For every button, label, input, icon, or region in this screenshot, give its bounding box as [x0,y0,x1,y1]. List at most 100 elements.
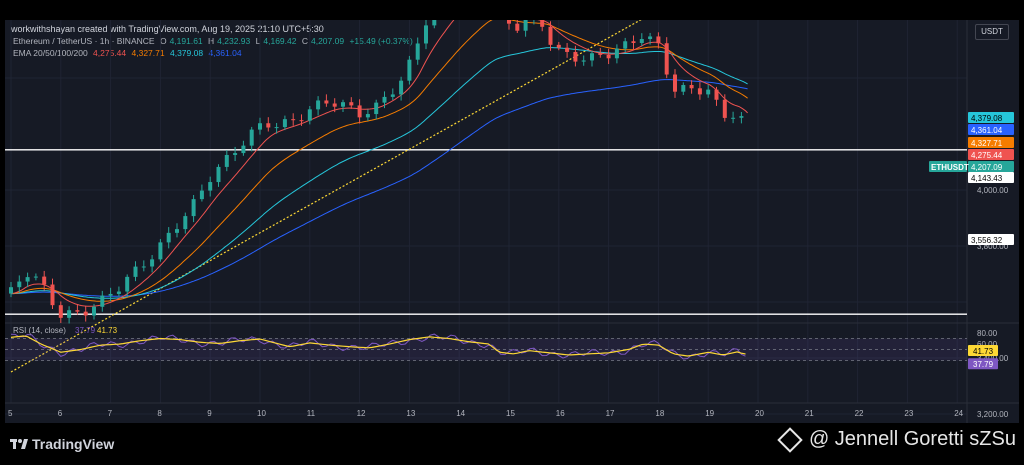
symbol-tag-bg [929,161,967,172]
candle-body [507,20,511,24]
watermark-text: @ Jennell Goretti sZSu [808,428,1016,450]
price-label: 4,275.44 [971,151,1003,160]
ema50-value: 4,327.71 [131,48,165,58]
price-label-bg [968,124,1014,135]
ema20-line [10,20,748,307]
candle-body [175,229,179,233]
close-value: 4,207.09 [310,36,345,46]
rsi-label-bg [968,358,998,370]
rsi-value-label: 41.73 [973,347,994,356]
ema50-line [10,20,748,302]
candle-body [9,287,13,294]
candle-body [656,36,661,44]
time-tick-label: 21 [805,409,814,418]
time-tick-label: 5 [8,409,13,418]
candle-body [241,145,246,154]
candle-body [307,109,312,121]
rsi-legend-label: RSI (14, close) [13,326,66,335]
candle-body [365,114,370,118]
open-value: 4,191.61 [169,36,203,46]
candle-body [432,20,437,26]
candle-body [556,44,561,48]
created-by-text: workwithshayan created with TradingView.… [11,24,324,34]
time-tick-label: 15 [506,409,515,418]
candle-body [374,102,379,115]
candle-body [108,293,113,296]
low-value: 4,169.42 [263,36,297,46]
chart-frame: workwithshayan created with TradingView.… [5,20,1019,423]
rsi-label-bg [968,345,998,357]
time-tick-label: 19 [705,409,714,418]
currency-button[interactable]: USDT [975,24,1009,40]
candle-body [581,60,586,62]
candle-body [706,89,711,95]
candle-body [158,242,163,260]
candle-body [390,94,395,97]
candle-body [116,291,121,294]
candle-body [25,277,30,282]
ema200-line [11,78,748,297]
high-label: H [208,36,215,46]
candle-body [150,259,155,267]
time-tick-label: 6 [58,409,63,418]
candle-body [614,48,619,59]
price-label: 3,556.32 [971,236,1003,245]
open-label: O [159,36,167,46]
time-tick-label: 10 [257,409,266,418]
candle-body [623,41,628,49]
candle-body [282,119,287,128]
tradingview-logo[interactable]: TradingView [10,436,114,452]
time-tick-label: 7 [108,409,113,418]
time-tick-label: 9 [207,409,212,418]
time-tick-label: 13 [406,409,415,418]
trendline [10,20,642,373]
candle-body [42,276,47,285]
time-tick-label: 20 [755,409,764,418]
price-label-bg [968,137,1014,148]
ema-legend: EMA 20/50/100/200 4,275.44 4,327.71 4,37… [13,48,245,58]
price-chart[interactable]: 5,200.005,000.004,800.004,000.003,800.00… [5,20,1019,423]
ema-label[interactable]: EMA 20/50/100/200 [13,48,88,58]
candle-body [673,74,677,92]
candle-body [33,276,38,278]
candle-body [565,47,570,52]
candle-body [141,266,146,268]
candle-body [125,276,130,292]
candle-body [697,88,702,95]
time-tick-label: 23 [904,409,913,418]
price-tick-label: 3,800.00 [977,242,1009,251]
candle-body [606,54,611,59]
watermark: @ Jennell Goretti sZSu [777,426,1016,453]
time-tick-label: 11 [307,409,316,418]
candle-body [133,266,138,277]
candle-body [316,100,321,110]
candle-body [540,20,545,27]
price-label: 4,207.09 [971,163,1003,172]
candle-body [424,25,428,44]
price-label: 4,143.43 [971,174,1003,183]
rsi-legend-ma-value: 41.73 [97,326,118,335]
candle-body [266,123,271,128]
candle-body [523,20,528,31]
candle-body [548,26,553,45]
high-value: 4,232.93 [217,36,251,46]
ema100-line [11,47,748,299]
time-tick-label: 18 [655,409,664,418]
candle-body [166,232,171,243]
price-label-bg [968,234,1014,245]
candle-body [291,119,296,121]
candle-body [639,39,644,43]
symbol-label[interactable]: Ethereum / TetherUS · 1h · BINANCE [13,36,155,46]
time-tick-label: 22 [855,409,864,418]
watermark-icon [777,426,803,453]
candle-body [664,43,669,75]
symbol-tag: ETHUSDT [931,163,969,172]
candle-body [299,120,304,122]
rsi-tick-label: 80.00 [977,329,998,338]
candle-body [92,306,96,316]
candle-body [722,99,727,118]
candle-body [515,23,520,31]
candle-body [208,182,213,191]
candle-body [739,116,744,118]
candle-body [183,216,188,230]
